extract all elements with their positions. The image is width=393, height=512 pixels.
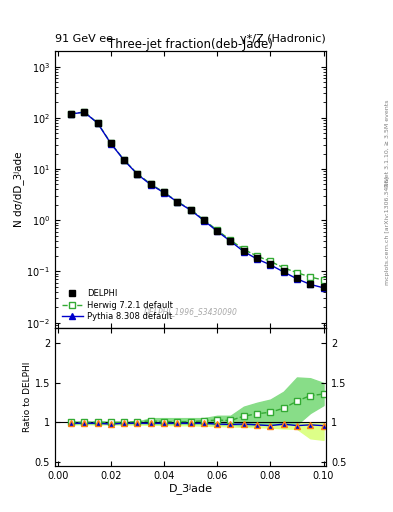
Text: 91 GeV ee: 91 GeV ee [55, 33, 113, 44]
Y-axis label: Ratio to DELPHI: Ratio to DELPHI [23, 361, 32, 432]
Text: γ*/Z (Hadronic): γ*/Z (Hadronic) [241, 33, 326, 44]
Text: DELPHI_1996_S3430090: DELPHI_1996_S3430090 [144, 308, 237, 316]
Legend: DELPHI, Herwig 7.2.1 default, Pythia 8.308 default: DELPHI, Herwig 7.2.1 default, Pythia 8.3… [59, 287, 175, 324]
X-axis label: D_3ʲade: D_3ʲade [169, 483, 213, 495]
Text: Rivet 3.1.10, ≥ 3.5M events: Rivet 3.1.10, ≥ 3.5M events [385, 100, 389, 187]
Title: Three-jet fraction(deb-Jade): Three-jet fraction(deb-Jade) [108, 38, 273, 51]
Y-axis label: N dσ/dD_3ʲade: N dσ/dD_3ʲade [13, 152, 24, 227]
Text: mcplots.cern.ch [arXiv:1306.3436]: mcplots.cern.ch [arXiv:1306.3436] [385, 176, 389, 285]
